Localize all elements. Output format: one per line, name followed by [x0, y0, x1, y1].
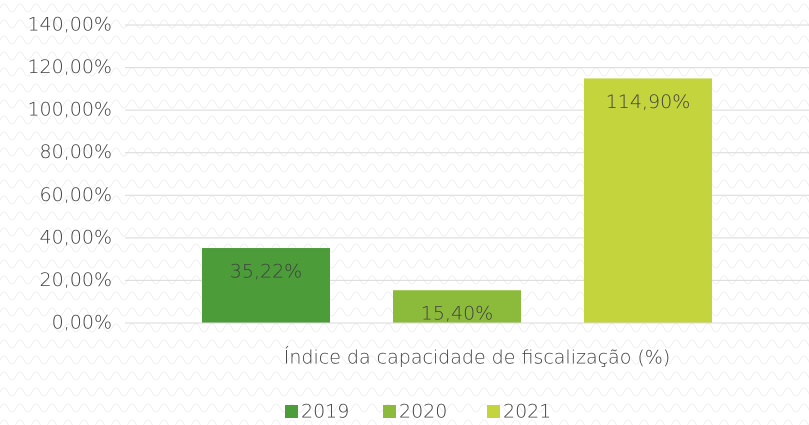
- legend-label: 2021: [503, 401, 551, 423]
- legend-label: 2020: [399, 401, 447, 423]
- bar: [202, 248, 330, 323]
- data-label: 114,90%: [606, 91, 691, 113]
- y-tick-label: 20,00%: [40, 269, 112, 291]
- legend-swatch: [285, 405, 298, 418]
- y-tick-label: 140,00%: [27, 14, 112, 36]
- y-tick-label: 120,00%: [27, 56, 112, 78]
- y-tick-label: 80,00%: [40, 141, 112, 163]
- y-tick-label: 0,00%: [52, 312, 112, 334]
- legend-swatch: [383, 405, 396, 418]
- bar: [584, 78, 712, 323]
- y-tick-label: 60,00%: [40, 184, 112, 206]
- data-label: 35,22%: [230, 261, 302, 283]
- legend-swatch: [487, 405, 500, 418]
- x-tick-label: Índice da capacidade de fiscalização (%): [284, 346, 670, 369]
- y-tick-label: 40,00%: [40, 226, 112, 248]
- y-tick-label: 100,00%: [27, 99, 112, 121]
- legend-label: 2019: [301, 401, 349, 423]
- data-label: 15,40%: [421, 303, 493, 325]
- bar: [393, 290, 521, 323]
